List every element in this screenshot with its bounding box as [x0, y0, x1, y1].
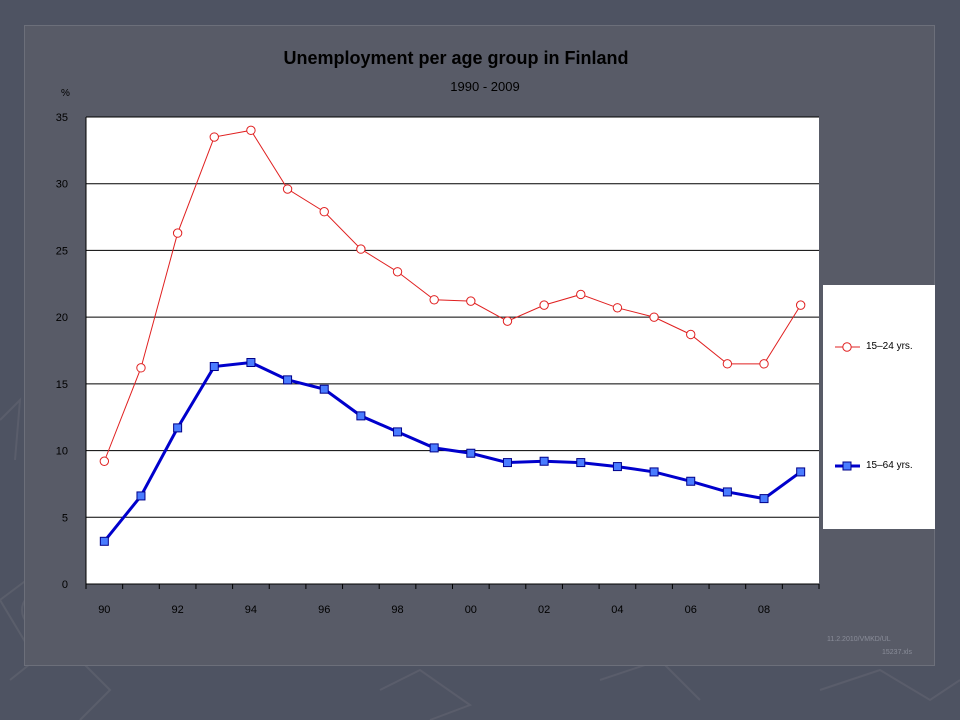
data-point-15-24-yrs-2001: [502, 316, 513, 326]
series-line-15-64-yrs: [103, 360, 802, 543]
data-point-15-64-yrs-2002: [539, 456, 549, 466]
legend-label-15-64: 15–64 yrs.: [866, 460, 913, 471]
x-tick-label-98: 98: [391, 604, 403, 616]
footnote-date: 11.2.2010/VMKD/UL: [827, 636, 891, 643]
plot-area: [86, 117, 819, 584]
data-point-15-64-yrs-1999: [429, 443, 439, 453]
data-point-15-24-yrs-2009: [795, 300, 806, 310]
data-point-15-64-yrs-2003: [576, 458, 586, 468]
y-tick-label-15: 15: [56, 379, 68, 391]
data-point-15-64-yrs-1995: [283, 375, 293, 385]
series-line-15-24-yrs: [103, 129, 802, 462]
data-point-15-24-yrs-1996: [319, 207, 329, 217]
data-point-15-64-yrs-1992: [173, 423, 183, 433]
data-point-15-64-yrs-1996: [319, 384, 329, 394]
data-point-15-64-yrs-1991: [136, 491, 146, 501]
data-point-15-64-yrs-1994: [246, 358, 256, 368]
data-point-15-64-yrs-2001: [502, 458, 512, 468]
data-point-15-64-yrs-1997: [356, 411, 366, 421]
legend-label-15-24: 15–24 yrs.: [866, 341, 913, 352]
data-point-15-64-yrs-2000: [466, 448, 476, 458]
y-tick-label-35: 35: [56, 112, 68, 124]
data-point-15-24-yrs-2000: [466, 296, 476, 306]
data-point-15-24-yrs-1997: [356, 244, 366, 254]
data-point-15-64-yrs-2005: [649, 467, 659, 477]
data-point-15-24-yrs-1999: [429, 295, 439, 305]
data-point-15-24-yrs-2008: [759, 359, 769, 369]
chart-subtitle: 1990 - 2009: [450, 79, 520, 94]
data-point-15-24-yrs-1993: [209, 132, 219, 142]
data-point-15-64-yrs-2008: [759, 494, 769, 504]
data-point-15-24-yrs-2007: [722, 359, 733, 369]
y-tick-label-20: 20: [56, 312, 68, 324]
x-tick-label-02: 02: [538, 604, 550, 616]
x-tick-label-04: 04: [611, 604, 623, 616]
x-tick-label-00: 00: [465, 604, 477, 616]
x-tick-label-08: 08: [758, 604, 770, 616]
data-point-15-64-yrs-1998: [393, 427, 403, 437]
y-tick-label-5: 5: [62, 512, 68, 524]
footnote-file: 15237.xls: [882, 649, 912, 656]
x-tick-label-94: 94: [245, 604, 257, 616]
y-tick-label-0: 0: [62, 579, 68, 591]
data-point-15-24-yrs-1998: [392, 267, 403, 277]
data-point-15-64-yrs-2009: [796, 467, 806, 477]
data-point-15-24-yrs-1994: [246, 125, 256, 136]
legend: [823, 285, 935, 529]
data-point-15-24-yrs-1990: [99, 456, 110, 466]
y-tick-label-10: 10: [56, 446, 68, 458]
data-point-15-64-yrs-1993: [209, 362, 219, 372]
data-point-15-64-yrs-2004: [612, 462, 622, 472]
chart-title: Unemployment per age group in Finland: [283, 48, 629, 68]
data-point-15-64-yrs-2007: [722, 487, 732, 497]
y-axis-unit-label: %: [61, 88, 70, 99]
y-tick-label-25: 25: [56, 245, 68, 257]
data-point-15-64-yrs-1990: [99, 536, 109, 546]
x-tick-label-90: 90: [98, 604, 110, 616]
x-tick-label-92: 92: [172, 604, 184, 616]
data-point-15-24-yrs-2004: [612, 303, 623, 313]
x-tick-label-06: 06: [685, 604, 697, 616]
x-tick-label-96: 96: [318, 604, 330, 616]
data-point-15-64-yrs-2006: [686, 476, 696, 486]
data-point-15-24-yrs-2006: [686, 329, 696, 340]
data-point-15-24-yrs-2002: [539, 300, 549, 310]
data-point-15-24-yrs-1992: [172, 228, 183, 238]
data-point-15-24-yrs-1991: [136, 363, 146, 373]
data-point-15-24-yrs-2003: [576, 289, 586, 300]
y-tick-label-30: 30: [56, 179, 68, 191]
data-point-15-24-yrs-1995: [282, 184, 293, 194]
data-point-15-24-yrs-2005: [649, 312, 659, 322]
